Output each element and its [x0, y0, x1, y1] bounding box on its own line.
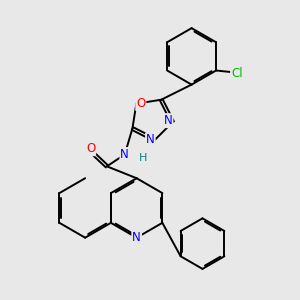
Text: N: N [132, 231, 141, 244]
Text: O: O [86, 142, 95, 155]
Text: N: N [120, 148, 129, 161]
Text: O: O [136, 97, 146, 110]
Text: N: N [164, 114, 172, 127]
Text: N: N [146, 134, 155, 146]
Text: H: H [138, 153, 147, 163]
Text: Cl: Cl [231, 67, 243, 80]
